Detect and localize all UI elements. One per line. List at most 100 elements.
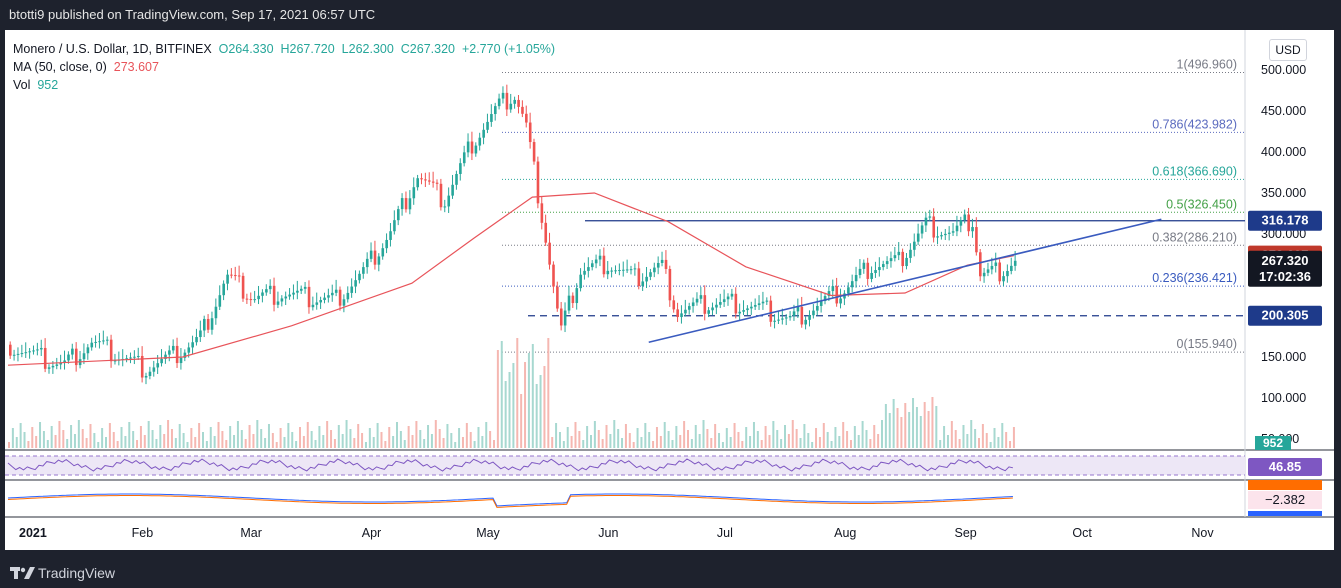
candle-body [183, 352, 187, 358]
candle-body [478, 137, 482, 146]
volume-bar [411, 435, 414, 448]
volume-bar [652, 441, 655, 448]
volume-bar [357, 424, 360, 448]
chart-canvas[interactable]: 500.000450.000400.000350.000300.000250.0… [5, 30, 1334, 550]
volume-bar [132, 431, 135, 448]
volume-bar [888, 413, 891, 448]
volume-bar [780, 439, 783, 448]
volume-bar [190, 428, 193, 448]
candle-body [36, 349, 39, 351]
candle-body [331, 292, 334, 296]
candle-body [625, 269, 629, 271]
macd-signal-tag [1248, 480, 1322, 490]
rsi-tag-label: 46.85 [1269, 459, 1302, 474]
volume-bar [721, 442, 724, 448]
candle-body [175, 345, 179, 364]
volume-bar [318, 426, 321, 448]
candle-body [979, 252, 982, 277]
candle-body [606, 270, 610, 275]
volume-bar [752, 422, 755, 448]
fib-level-label: 0.5(326.450) [1166, 197, 1237, 211]
symbol-name[interactable]: Monero / U.S. Dollar, 1D, BITFINEX [13, 42, 212, 56]
candle-body [509, 103, 513, 110]
volume-bar [174, 438, 177, 448]
candle-body [781, 318, 784, 320]
volume-bar [962, 425, 965, 448]
candle-body [800, 306, 804, 325]
candle-body [897, 251, 901, 256]
vol-label[interactable]: Vol [13, 78, 31, 92]
volume-bar [15, 437, 18, 448]
volume-bar [271, 433, 274, 448]
candle-body [140, 355, 144, 378]
volume-bar [11, 428, 14, 448]
candle-body [74, 348, 78, 366]
candle-body [86, 347, 90, 354]
x-tick-label: Mar [240, 526, 262, 540]
volume-bar [58, 421, 61, 448]
x-tick-label: Apr [362, 526, 381, 540]
chart-frame[interactable]: 500.000450.000400.000350.000300.000250.0… [5, 30, 1334, 550]
volume-bar [531, 344, 534, 448]
volume-bar [240, 430, 243, 448]
volume-bar [694, 425, 697, 448]
candle-body [656, 262, 660, 268]
candle-body [334, 289, 338, 293]
candle-body [373, 250, 377, 265]
currency-button[interactable]: USD [1269, 39, 1307, 61]
candle-body [773, 320, 776, 322]
volume-bar [815, 428, 818, 448]
volume-bar [163, 434, 166, 448]
volume-bar [252, 434, 255, 448]
volume-bar [136, 440, 139, 448]
volume-bar [384, 441, 387, 448]
candle-body [412, 187, 416, 199]
candle-body [222, 283, 225, 296]
ma-label[interactable]: MA (50, close, 0) [13, 60, 107, 74]
candle-body [268, 285, 272, 290]
volume-bar [229, 426, 232, 448]
candle-body [164, 354, 167, 359]
volume-bar [966, 434, 969, 448]
candle-body [854, 275, 858, 282]
legend-ma-row: MA (50, close, 0) 273.607 [13, 58, 555, 76]
volume-bar [857, 435, 860, 448]
candle-body [272, 285, 276, 305]
legend-symbol-row: Monero / U.S. Dollar, 1D, BITFINEX O264.… [13, 40, 555, 58]
candle-body [827, 291, 831, 297]
volume-bar [842, 422, 845, 448]
volume-bar [590, 435, 592, 448]
candle-body [928, 216, 932, 218]
candle-body [703, 295, 707, 314]
candle-body [1002, 276, 1005, 282]
volume-bar [527, 353, 530, 448]
candle-body [699, 295, 703, 299]
volume-bar [687, 430, 689, 448]
candle-body [738, 311, 742, 314]
volume-bar [756, 431, 759, 448]
candle-body [431, 181, 435, 183]
candle-body [676, 309, 679, 318]
volume-bar [403, 440, 406, 448]
candle-body [532, 142, 536, 162]
candle-body [1006, 271, 1009, 277]
volume-bar [66, 439, 69, 448]
volume-bar [877, 434, 880, 448]
volume-bar [19, 423, 22, 448]
candle-body [505, 92, 509, 110]
candle-body [525, 113, 528, 123]
footer-bar: TradingView [0, 558, 1341, 588]
candle-body [594, 259, 598, 264]
candle-body [940, 235, 943, 237]
volume-bar [155, 439, 158, 448]
volume-bar [671, 440, 674, 448]
volume-tag-box [1255, 436, 1291, 450]
volume-bar [81, 429, 84, 448]
candle-body [160, 358, 163, 364]
volume-bar [908, 412, 911, 448]
volume-bar [50, 426, 53, 448]
candle-body [998, 262, 1001, 282]
volume-bar [950, 421, 953, 448]
volume-bar [120, 427, 123, 448]
candle-body [327, 295, 330, 298]
